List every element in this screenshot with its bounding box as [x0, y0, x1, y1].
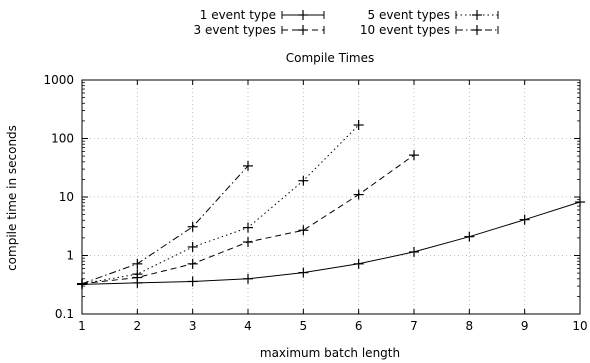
legend-label: 3 event types [194, 23, 277, 37]
data-point [243, 273, 253, 284]
series-line [81, 124, 360, 285]
data-point [464, 231, 475, 242]
series-layer [77, 120, 585, 290]
y-tick-label: 1 [66, 249, 74, 263]
data-point [243, 222, 253, 233]
y-tick-label: 10 [59, 190, 74, 204]
legend-item: 1 event type [200, 8, 325, 22]
x-tick-label: 9 [521, 319, 529, 333]
x-tick-label: 8 [466, 319, 474, 333]
series-3 [77, 120, 364, 289]
data-point [409, 246, 419, 257]
data-point [187, 241, 198, 252]
y-tick-label: 100 [51, 132, 74, 146]
data-point [243, 160, 253, 171]
data-point [519, 214, 530, 225]
legend-item: 3 event types [194, 23, 325, 37]
x-tick-label: 6 [355, 319, 363, 333]
data-point [575, 197, 585, 208]
y-axis-label: compile time in seconds [5, 125, 19, 271]
x-tick-label: 10 [572, 319, 587, 333]
data-point [243, 237, 253, 248]
legend-item: 10 event types [360, 23, 499, 37]
data-point [77, 278, 87, 289]
grid [82, 80, 580, 314]
data-point [132, 269, 143, 280]
x-tick-label: 2 [134, 319, 142, 333]
data-point [353, 189, 364, 200]
legend-label: 10 event types [360, 23, 450, 37]
series-line [81, 201, 581, 285]
x-axis: 1 2 3 4 5 6 7 8 9 10 [78, 80, 588, 333]
y-tick-label: 0.1 [55, 307, 74, 321]
x-axis-label: maximum batch length [260, 346, 400, 360]
data-point [353, 120, 364, 131]
data-point [132, 258, 143, 269]
data-point [353, 258, 364, 269]
y-tick-label: 1000 [43, 73, 74, 87]
chart-title: Compile Times [286, 51, 375, 65]
x-tick-label: 5 [300, 319, 308, 333]
legend-item: 5 event types [368, 8, 499, 22]
legend-label: 5 event types [368, 8, 451, 22]
x-tick-label: 7 [410, 319, 418, 333]
data-point [187, 258, 198, 269]
series-1 [77, 197, 585, 290]
series-line [81, 165, 249, 285]
data-point [298, 267, 309, 278]
data-point [187, 276, 198, 287]
legend-label: 1 event type [200, 8, 276, 22]
data-point [298, 175, 309, 186]
data-point [298, 225, 309, 236]
data-point [409, 150, 419, 161]
series-4 [77, 160, 253, 289]
x-tick-label: 1 [78, 319, 86, 333]
x-tick-label: 4 [244, 319, 252, 333]
data-point [187, 221, 198, 232]
y-axis: 0.1 1 10 100 1000 [43, 73, 580, 321]
x-tick-label: 3 [189, 319, 197, 333]
